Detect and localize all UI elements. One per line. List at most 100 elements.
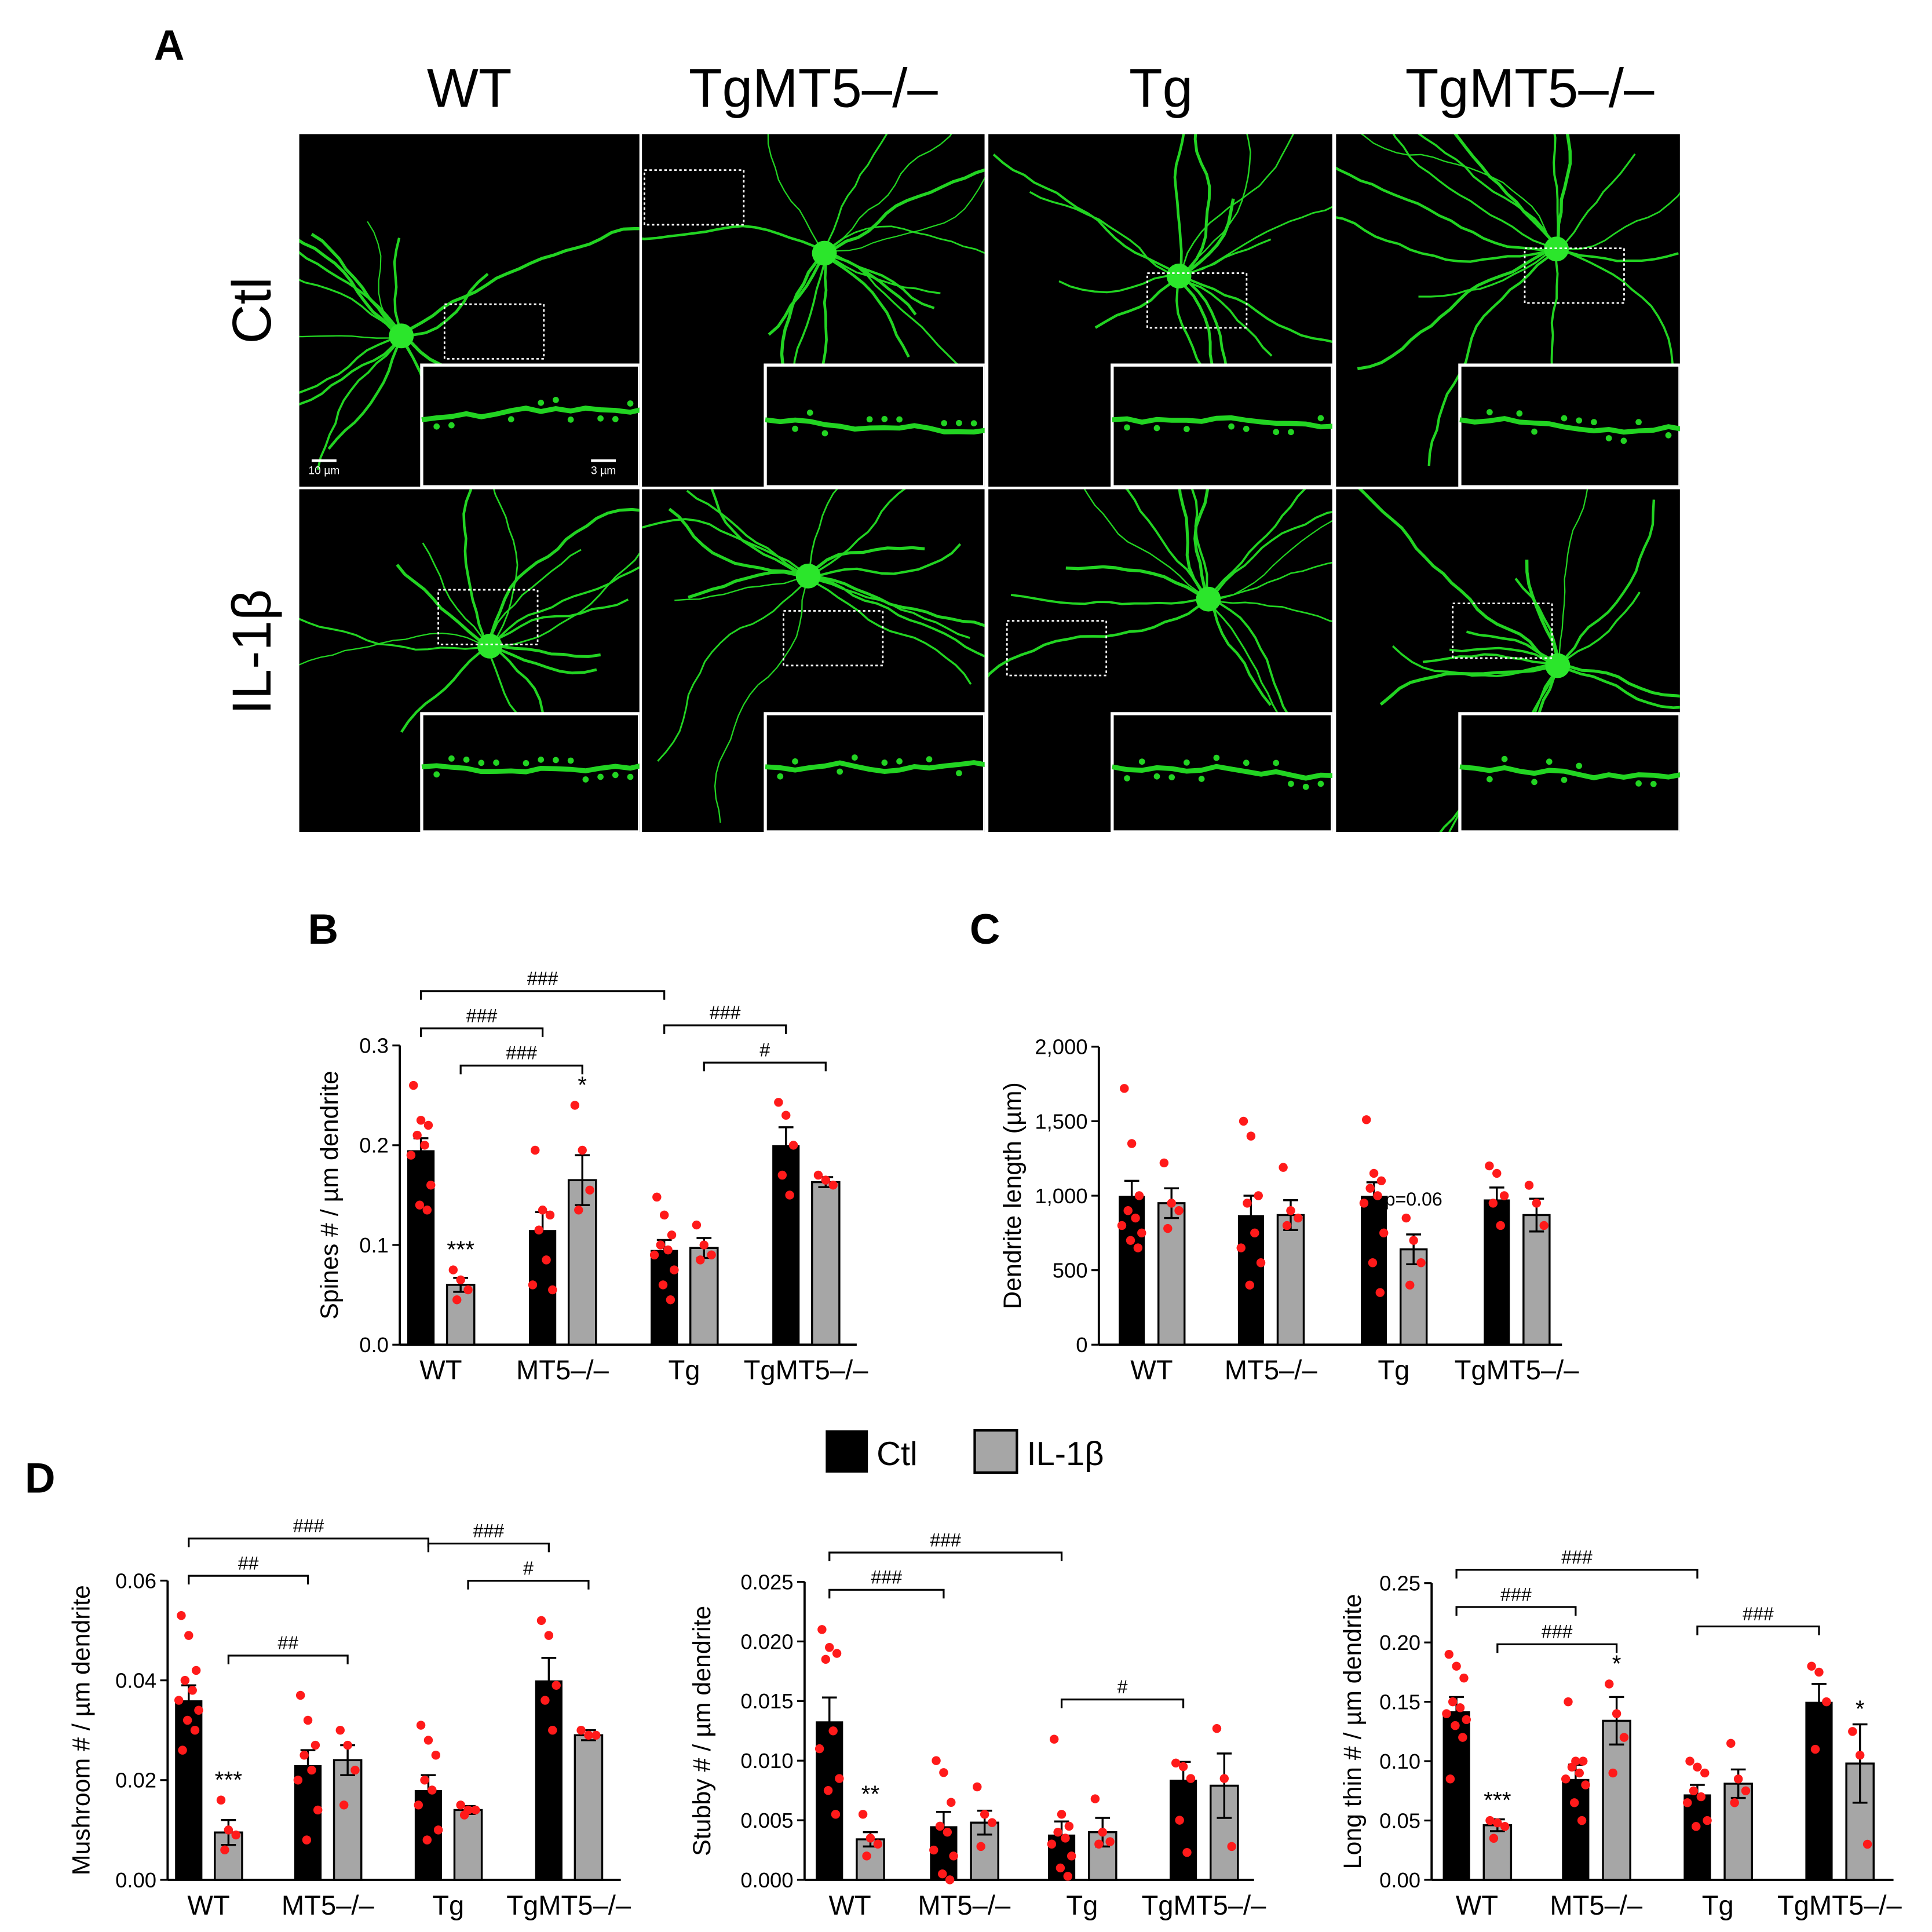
dendrite xyxy=(299,335,401,339)
data-point xyxy=(1458,1733,1467,1742)
dendrite xyxy=(316,335,403,470)
inset-dendrite xyxy=(421,406,640,422)
bar xyxy=(175,1700,203,1880)
micrograph xyxy=(1336,134,1680,487)
data-point xyxy=(947,1798,956,1807)
dendrite xyxy=(1208,561,1332,600)
data-point xyxy=(1807,1661,1816,1671)
spine xyxy=(448,422,455,429)
y-tick-label: 2,000 xyxy=(1035,1035,1087,1059)
data-point xyxy=(1067,1851,1076,1861)
bar xyxy=(1237,1215,1264,1345)
spine xyxy=(1487,409,1493,415)
dendrite xyxy=(642,224,826,254)
x-tick-label: MT5–/– xyxy=(1550,1890,1643,1920)
row-label: IL-1β xyxy=(221,589,282,715)
significance-label: ### xyxy=(930,1529,961,1550)
data-point xyxy=(777,1170,787,1180)
data-point xyxy=(652,1192,662,1202)
data-point xyxy=(423,1120,433,1130)
data-point xyxy=(858,1810,868,1819)
x-tick-label: WT xyxy=(1130,1354,1173,1385)
x-tick-label: MT5–/– xyxy=(282,1890,375,1920)
data-point xyxy=(295,1690,305,1700)
x-tick-label: MT5–/– xyxy=(1225,1354,1318,1385)
data-point xyxy=(1246,1131,1256,1141)
significance-label: ### xyxy=(473,1521,505,1542)
data-point xyxy=(1496,1221,1505,1230)
significance-label: # xyxy=(759,1040,770,1061)
x-tick-label: WT xyxy=(1456,1890,1498,1920)
data-point xyxy=(1376,1176,1386,1186)
y-tick-label: 0.0 xyxy=(359,1333,389,1357)
soma xyxy=(389,323,414,349)
spine xyxy=(1561,776,1568,783)
data-point xyxy=(343,1740,352,1750)
data-point xyxy=(1539,1221,1548,1230)
data-point xyxy=(1243,1199,1252,1208)
data-point xyxy=(1612,1709,1621,1718)
scale-bar-label: 3 µm xyxy=(591,465,616,477)
data-point xyxy=(774,1098,783,1107)
data-point xyxy=(216,1795,226,1805)
significance-label: ### xyxy=(1500,1584,1532,1605)
data-point xyxy=(667,1230,677,1240)
dendrite xyxy=(327,335,403,450)
data-point xyxy=(1219,1774,1229,1783)
spine xyxy=(463,757,470,763)
panel-letter: D xyxy=(25,1455,56,1502)
data-point xyxy=(538,1206,547,1215)
data-point xyxy=(426,1181,436,1190)
dendrite xyxy=(393,238,403,337)
y-axis-label: Mushroom # / µm dendrite xyxy=(67,1585,95,1875)
dendrite xyxy=(1190,489,1210,600)
spine xyxy=(1487,776,1493,783)
data-point xyxy=(1581,1780,1590,1789)
spine xyxy=(627,773,634,780)
dendrite xyxy=(1178,198,1235,277)
y-tick-label: 0 xyxy=(1076,1333,1087,1357)
data-point xyxy=(548,1725,557,1735)
significance-label: ## xyxy=(238,1553,259,1573)
data-point xyxy=(534,1225,543,1235)
data-point xyxy=(1227,1842,1236,1851)
dendrite xyxy=(1557,489,1588,666)
inset xyxy=(1111,712,1332,832)
micrograph xyxy=(642,134,985,487)
dendrite xyxy=(489,566,640,647)
data-point xyxy=(938,1869,947,1879)
significance-label: ### xyxy=(506,1043,537,1064)
bar xyxy=(1361,1196,1387,1345)
data-point xyxy=(182,1715,192,1725)
significance-label: * xyxy=(1612,1650,1621,1677)
data-point xyxy=(339,1800,349,1810)
data-point xyxy=(1733,1774,1743,1784)
spine xyxy=(1317,780,1324,787)
inset-dendrite xyxy=(765,760,985,774)
x-tick-label: TgMT5–/– xyxy=(506,1890,631,1920)
data-point xyxy=(350,1765,360,1775)
data-point xyxy=(1174,1206,1184,1215)
dendrite xyxy=(824,177,985,254)
spine xyxy=(1516,410,1523,417)
panel-letter: B xyxy=(308,906,339,953)
dendrite xyxy=(299,618,490,651)
bar xyxy=(1276,1214,1305,1346)
data-point xyxy=(1448,1697,1458,1707)
spine xyxy=(448,755,455,762)
inset-dendrite xyxy=(1459,416,1680,435)
spine xyxy=(1243,759,1250,766)
data-point xyxy=(433,1825,443,1835)
bar xyxy=(567,1179,597,1346)
dendrite xyxy=(1173,134,1185,276)
dendrite xyxy=(1557,664,1680,698)
y-axis-label: Long thin # / µm dendrite xyxy=(1339,1594,1367,1869)
data-point xyxy=(1488,1199,1498,1208)
data-point xyxy=(1375,1288,1385,1297)
data-point xyxy=(1683,1798,1692,1807)
dendrite xyxy=(462,489,491,647)
spine xyxy=(597,415,604,422)
y-tick-label: 0.05 xyxy=(1379,1809,1420,1832)
data-point xyxy=(1532,1199,1542,1208)
data-point xyxy=(1692,1822,1701,1831)
